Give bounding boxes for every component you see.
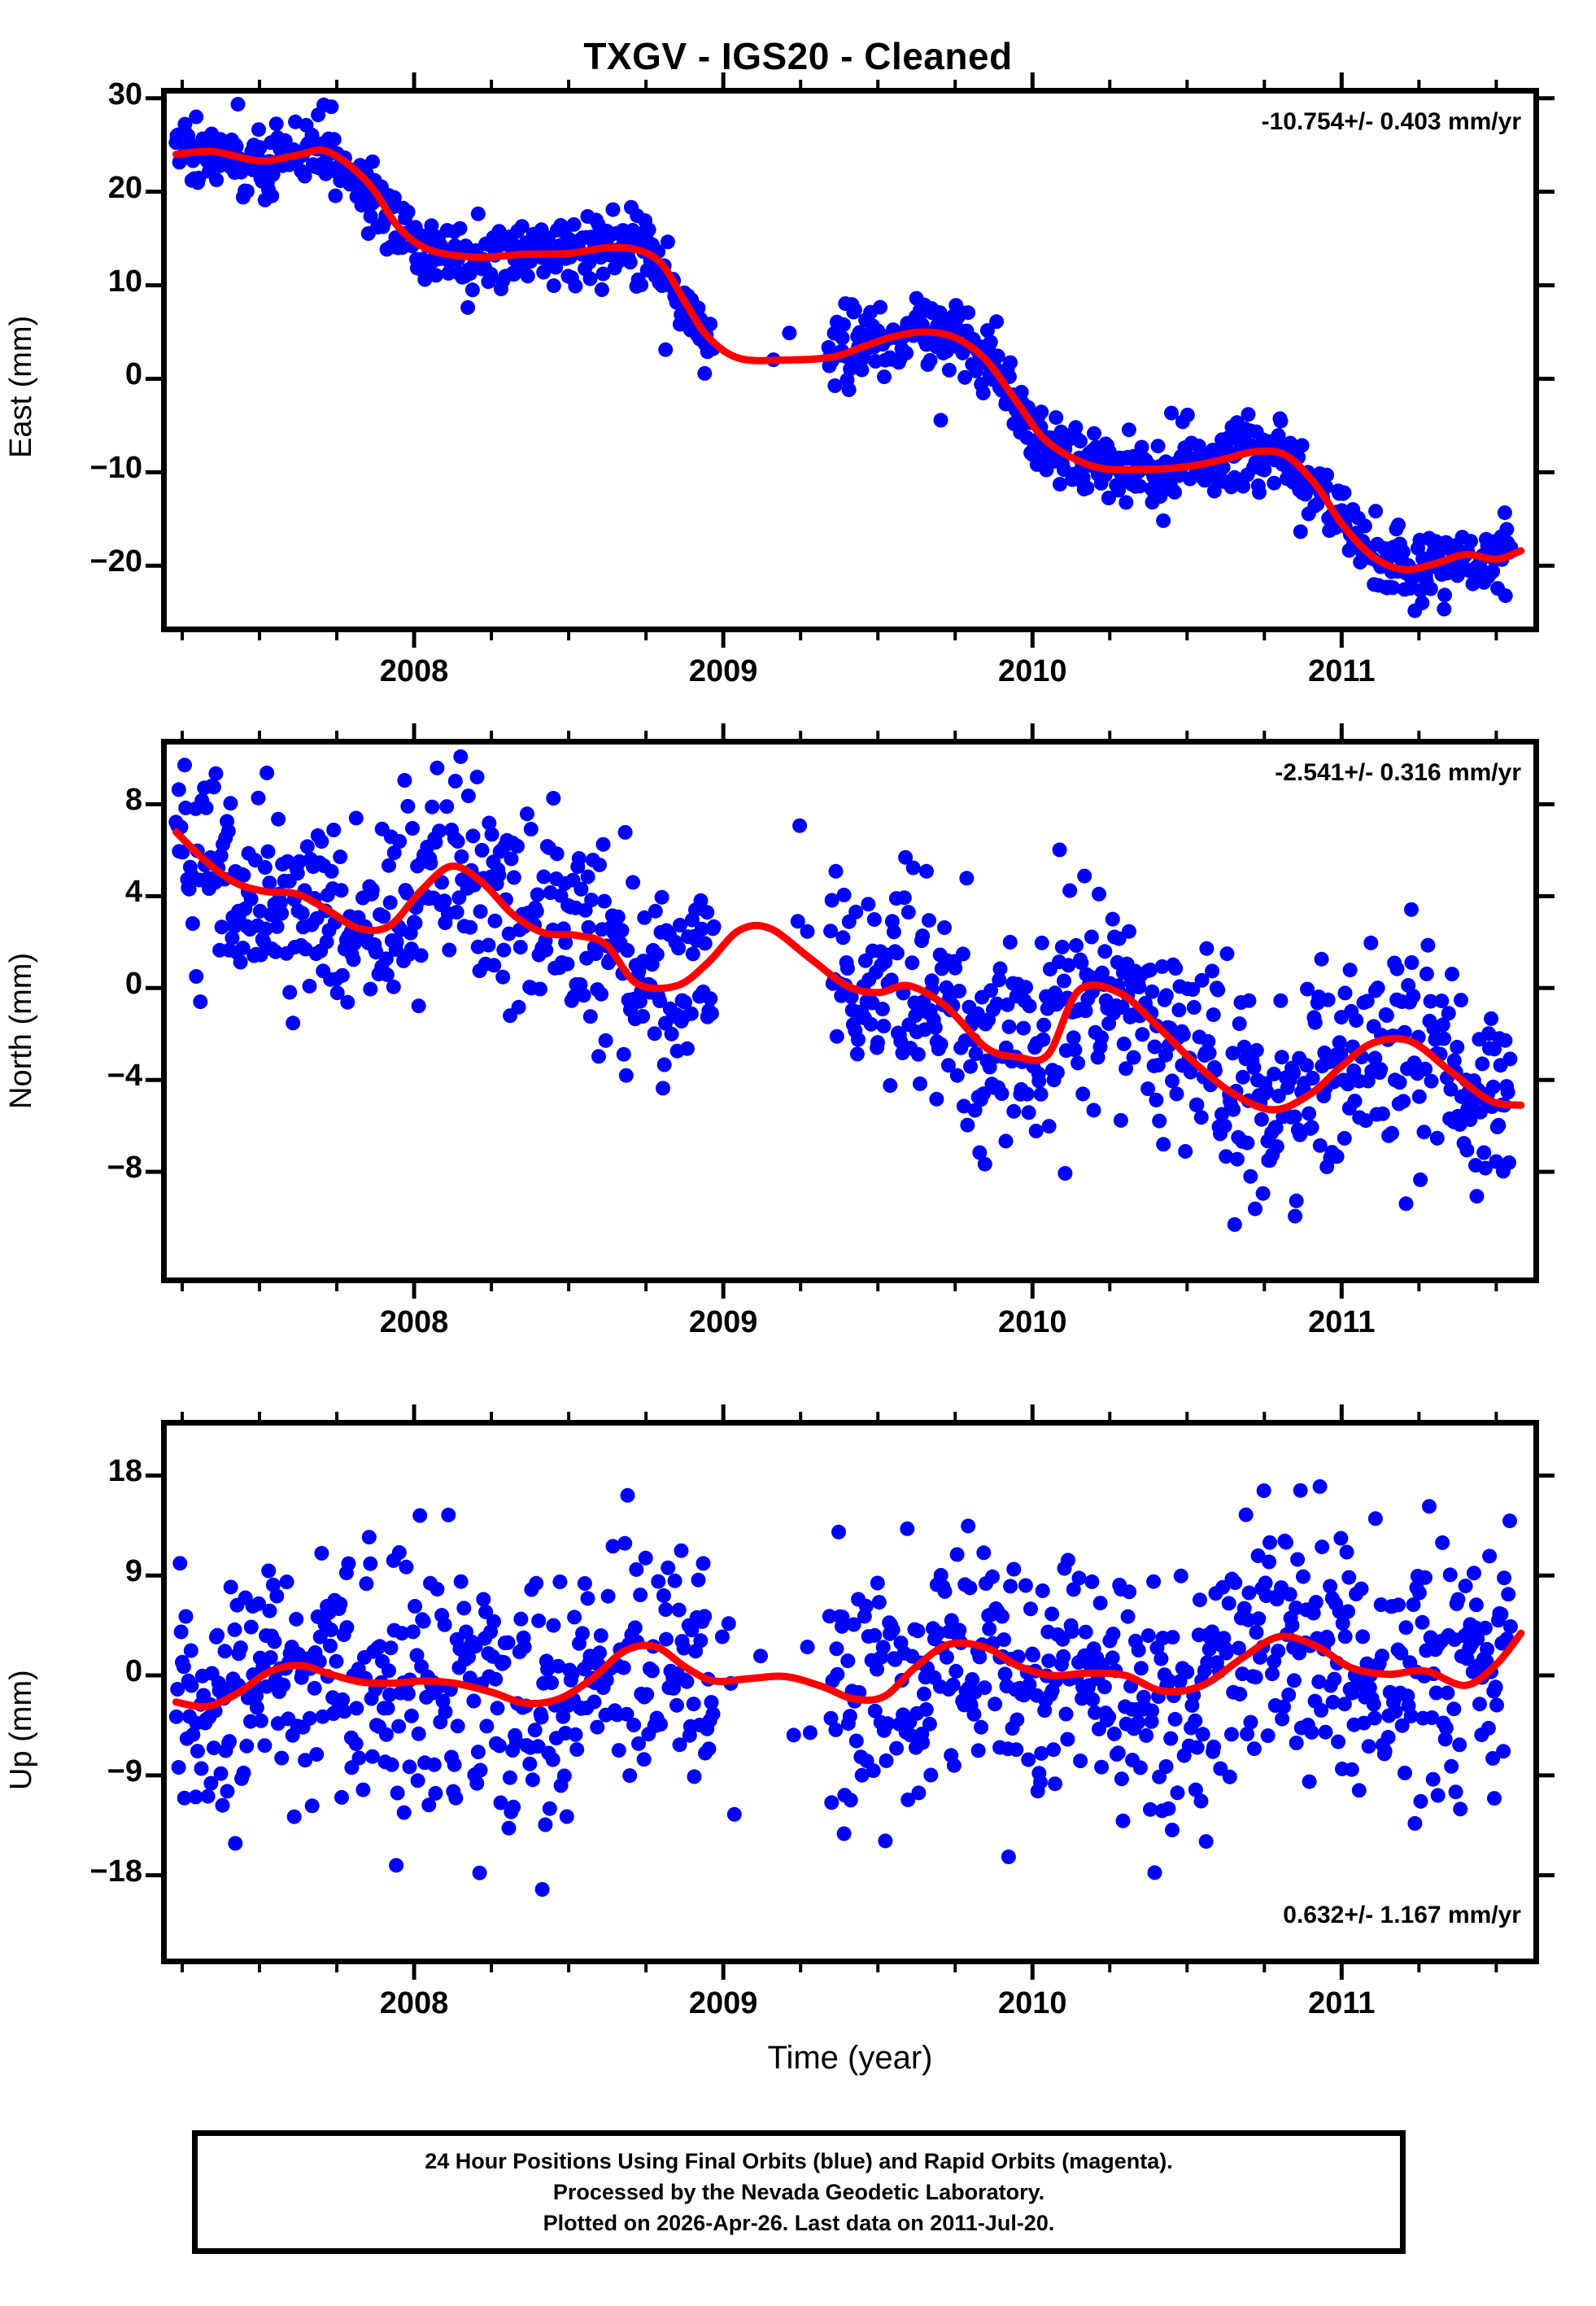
ytick-label-north: 0	[124, 967, 142, 1002]
xtick-label-north: 2010	[997, 1305, 1067, 1339]
plot-canvas-north	[146, 723, 1555, 1299]
ytick-label-east: 20	[107, 170, 142, 205]
caption-line-2: Processed by the Nevada Geodetic Laborat…	[552, 2179, 1045, 2204]
ytick-label-east: 10	[107, 264, 142, 299]
xtick-label-east: 2011	[1308, 654, 1376, 688]
xtick-label-north: 2008	[379, 1305, 449, 1339]
ytick-label-up: 18	[107, 1454, 142, 1489]
rate-annotation-north: -2.541+/- 0.316 mm/yr	[1275, 759, 1521, 786]
ytick-label-up: −9	[107, 1754, 142, 1788]
ytick-label-east: 30	[107, 76, 142, 111]
ytick-label-north: 8	[124, 783, 142, 818]
axis-label-up: Up (mm)	[4, 1669, 38, 1790]
ytick-label-east: −10	[89, 451, 142, 486]
plot-canvas-up	[146, 1404, 1555, 1980]
caption-line-1: 24 Hour Positions Using Final Orbits (bl…	[425, 2148, 1173, 2173]
caption-box: 24 Hour Positions Using Final Orbits (bl…	[192, 2130, 1406, 2254]
xtick-label-up: 2008	[379, 1986, 449, 2020]
axis-label-north: North (mm)	[4, 952, 38, 1109]
caption-line-3: Plotted on 2026-Apr-26. Last data on 201…	[543, 2211, 1055, 2236]
ytick-label-up: −18	[89, 1854, 142, 1889]
ytick-label-north: −8	[107, 1151, 142, 1186]
ytick-label-north: −4	[107, 1059, 142, 1094]
rate-annotation-east: -10.754+/- 0.403 mm/yr	[1261, 108, 1521, 135]
xtick-label-east: 2008	[379, 654, 449, 688]
axis-label-east: East (mm)	[4, 315, 38, 458]
plot-canvas-east	[146, 72, 1555, 648]
rate-annotation-up: 0.632+/- 1.167 mm/yr	[1283, 1902, 1521, 1928]
ytick-label-north: 4	[124, 875, 142, 910]
xtick-label-north: 2011	[1308, 1305, 1376, 1339]
axis-label-time: Time (year)	[767, 2040, 933, 2076]
xtick-label-up: 2010	[997, 1986, 1067, 2020]
xtick-label-up: 2009	[688, 1986, 758, 2020]
xtick-label-north: 2009	[688, 1305, 758, 1339]
xtick-label-east: 2010	[997, 654, 1067, 688]
xtick-label-up: 2011	[1308, 1986, 1376, 2020]
ytick-label-east: 0	[124, 357, 142, 392]
page-title: TXGV - IGS20 - Cleaned	[583, 35, 1013, 77]
xtick-label-east: 2009	[688, 654, 758, 688]
ytick-label-up: 0	[124, 1654, 142, 1689]
ytick-label-east: −20	[89, 544, 142, 579]
ytick-label-up: 9	[124, 1554, 142, 1589]
